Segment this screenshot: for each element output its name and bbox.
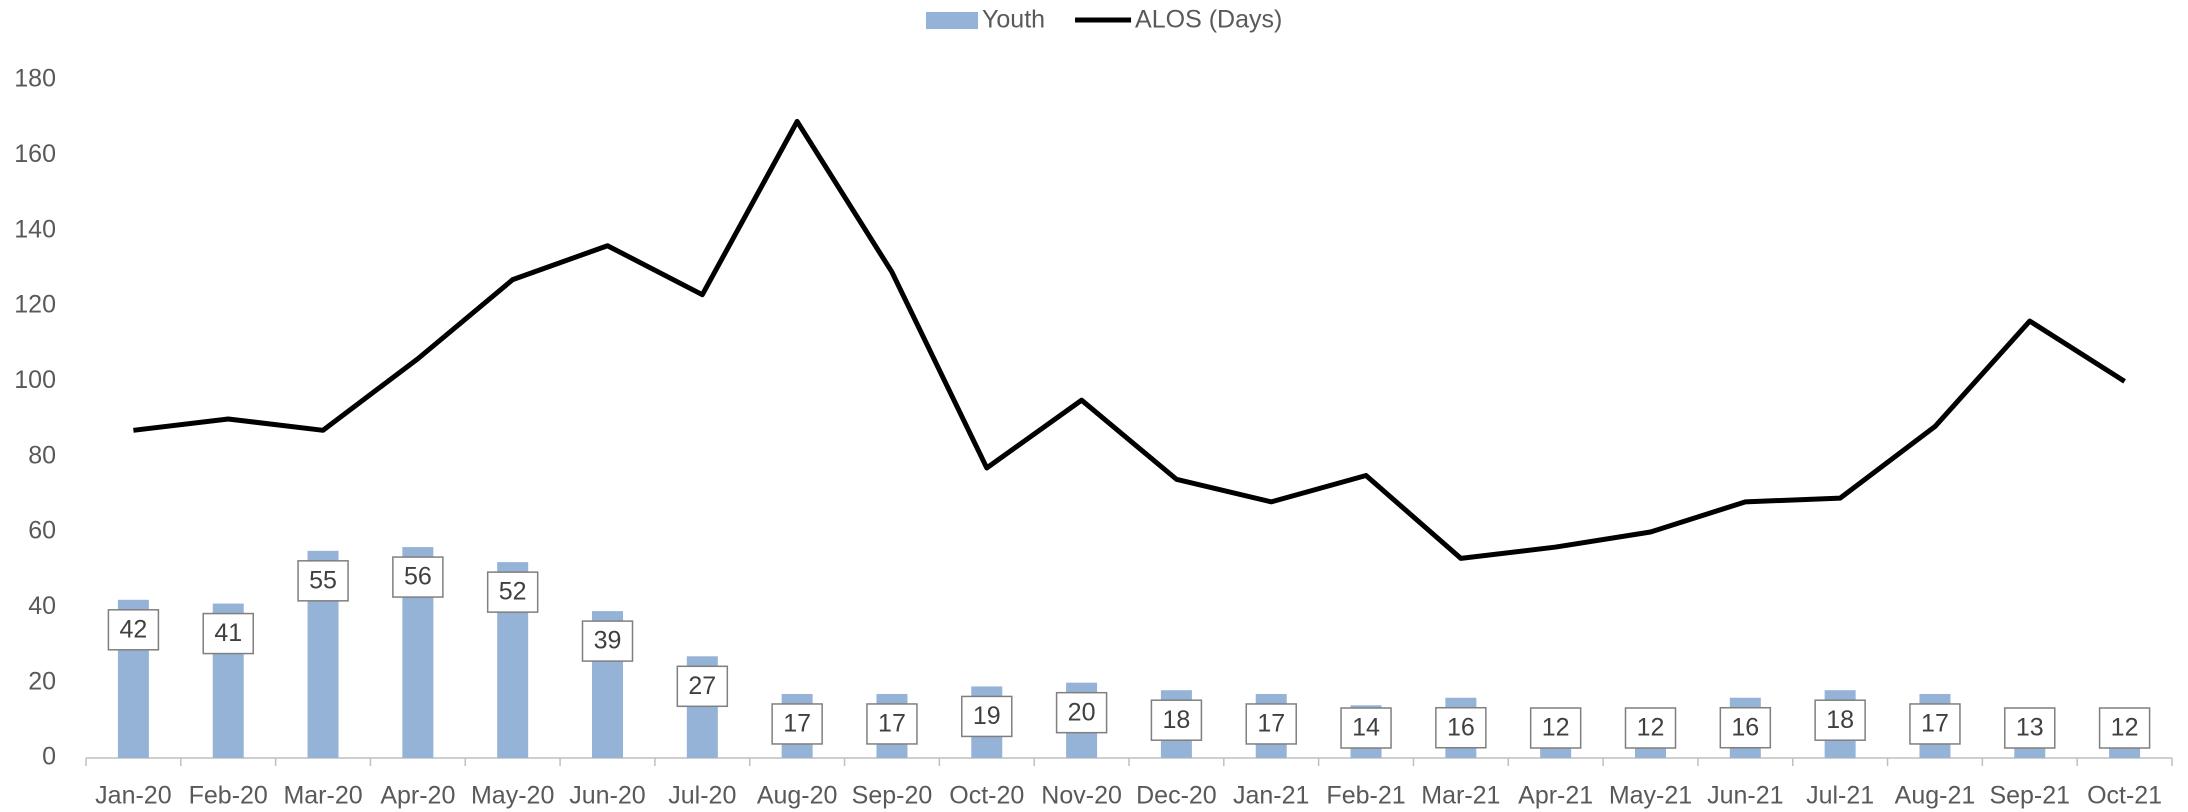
x-tick-label: Aug-21	[1895, 782, 1976, 810]
data-label: 16	[1731, 713, 1759, 741]
x-tick-label: Sep-20	[852, 782, 933, 810]
x-tick-label: Jul-20	[668, 782, 736, 810]
data-label: 12	[2111, 714, 2139, 742]
x-tick-label: Nov-20	[1041, 782, 1122, 810]
y-tick-label: 120	[14, 291, 56, 319]
data-label: 17	[1921, 710, 1949, 738]
x-tick-label: Jan-20	[95, 782, 171, 810]
data-label: 17	[783, 710, 811, 738]
data-label: 13	[2016, 714, 2044, 742]
x-tick-label: May-21	[1609, 782, 1692, 810]
data-label: 27	[688, 672, 716, 700]
y-tick-label: 60	[28, 517, 56, 545]
data-label: 39	[594, 627, 622, 655]
data-label-box	[392, 556, 444, 598]
legend-swatch	[926, 12, 978, 29]
data-label-box	[2004, 707, 2056, 749]
data-label-box	[1055, 691, 1108, 734]
x-tick-label: Aug-20	[757, 782, 838, 810]
data-label: 55	[309, 566, 337, 594]
data-label-box	[1814, 699, 1866, 741]
x-tick-label: May-20	[471, 782, 554, 810]
data-label-box	[1245, 703, 1297, 745]
y-tick-label: 80	[28, 441, 56, 469]
data-label-box	[486, 571, 539, 613]
x-tick-label: Oct-20	[949, 782, 1024, 810]
y-tick-label: 40	[28, 592, 56, 620]
data-label: 17	[1257, 710, 1285, 738]
data-label-box	[961, 695, 1013, 738]
data-label: 17	[878, 710, 906, 738]
data-label: 20	[1068, 698, 1096, 726]
legend-label: Youth	[982, 6, 1045, 34]
x-tick-label: Mar-21	[1421, 782, 1500, 810]
data-label-box	[581, 620, 634, 662]
data-label: 19	[973, 702, 1001, 730]
y-tick-label: 0	[42, 743, 56, 771]
y-tick-label: 20	[28, 667, 56, 695]
x-tick-label: Dec-20	[1136, 782, 1217, 810]
data-label-box	[202, 612, 254, 655]
x-tick-label: Oct-21	[2087, 782, 2162, 810]
x-tick-label: Jul-21	[1806, 782, 1874, 810]
data-label: 12	[1637, 714, 1665, 742]
x-tick-label: Feb-20	[189, 782, 268, 810]
data-label-box	[1719, 706, 1772, 749]
x-tick-label: Jan-21	[1233, 782, 1309, 810]
data-label-box	[1340, 707, 1392, 749]
y-tick-label: 100	[14, 366, 56, 394]
x-tick-label: Feb-21	[1326, 782, 1405, 810]
data-label: 18	[1826, 706, 1854, 734]
data-label-box	[1150, 699, 1203, 741]
data-label-box	[676, 665, 729, 708]
data-label-box	[1529, 707, 1582, 749]
x-tick-label: Jun-21	[1707, 782, 1783, 810]
x-tick-label: Jun-20	[569, 782, 645, 810]
x-tick-label: Sep-21	[1989, 782, 2070, 810]
data-label: 16	[1447, 713, 1475, 741]
y-tick-label: 180	[14, 65, 56, 93]
data-label: 52	[499, 578, 527, 606]
data-label: 14	[1352, 714, 1380, 742]
data-label-box	[297, 560, 349, 602]
data-label-box	[771, 703, 823, 745]
data-label: 56	[404, 563, 432, 591]
data-label-box	[1435, 706, 1487, 749]
data-label: 12	[1542, 714, 1570, 742]
data-label: 18	[1163, 706, 1191, 734]
data-label-box	[1909, 703, 1961, 745]
line	[133, 118, 2126, 561]
data-label: 42	[120, 615, 148, 643]
y-tick-label: 140	[14, 215, 56, 243]
legend-label: ALOS (Days)	[1135, 6, 1282, 34]
y-tick-label: 160	[14, 140, 56, 168]
data-label-box	[866, 703, 918, 745]
x-tick-label: Apr-21	[1518, 782, 1593, 810]
data-label: 41	[214, 619, 242, 647]
data-label-box	[2098, 707, 2151, 749]
x-tick-label: Apr-20	[380, 782, 455, 810]
x-tick-label: Mar-20	[283, 782, 362, 810]
data-label-box	[1624, 707, 1677, 749]
data-label-box	[107, 609, 160, 651]
